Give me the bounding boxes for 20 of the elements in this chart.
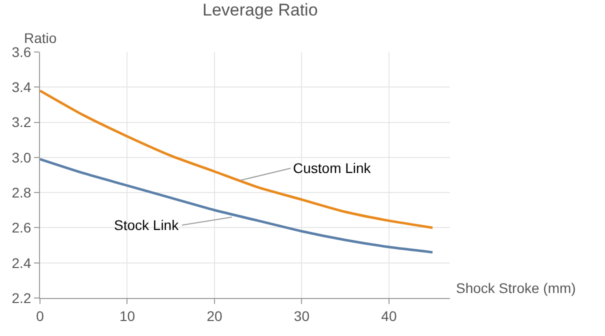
y-tick-label: 3.6 <box>12 44 32 60</box>
line-series <box>40 158 434 254</box>
y-tick-label: 2.6 <box>12 220 32 236</box>
annotation: Stock Link <box>114 217 180 233</box>
x-axis-title: Shock Stroke (mm) <box>456 280 576 296</box>
x-tick-label: 30 <box>294 308 310 324</box>
x-tick-label: 0 <box>36 308 44 324</box>
y-tick-label: 2.8 <box>12 184 32 200</box>
x-tick-label: 20 <box>206 308 222 324</box>
y-tick-label: 2.4 <box>12 254 32 271</box>
x-tick-label: 40 <box>381 308 397 324</box>
x-tick-label: 10 <box>119 308 136 324</box>
chart-title: Leverage Ratio <box>202 0 318 20</box>
annotation: Custom Link <box>293 160 372 176</box>
y-tick-label: 3.4 <box>12 79 32 96</box>
y-axis-title: Ratio <box>24 30 57 46</box>
line-series <box>40 89 434 229</box>
y-tick-label: 3.0 <box>12 149 32 166</box>
y-tick-label: 2.2 <box>12 290 32 306</box>
y-tick-label: 3.2 <box>12 114 32 130</box>
